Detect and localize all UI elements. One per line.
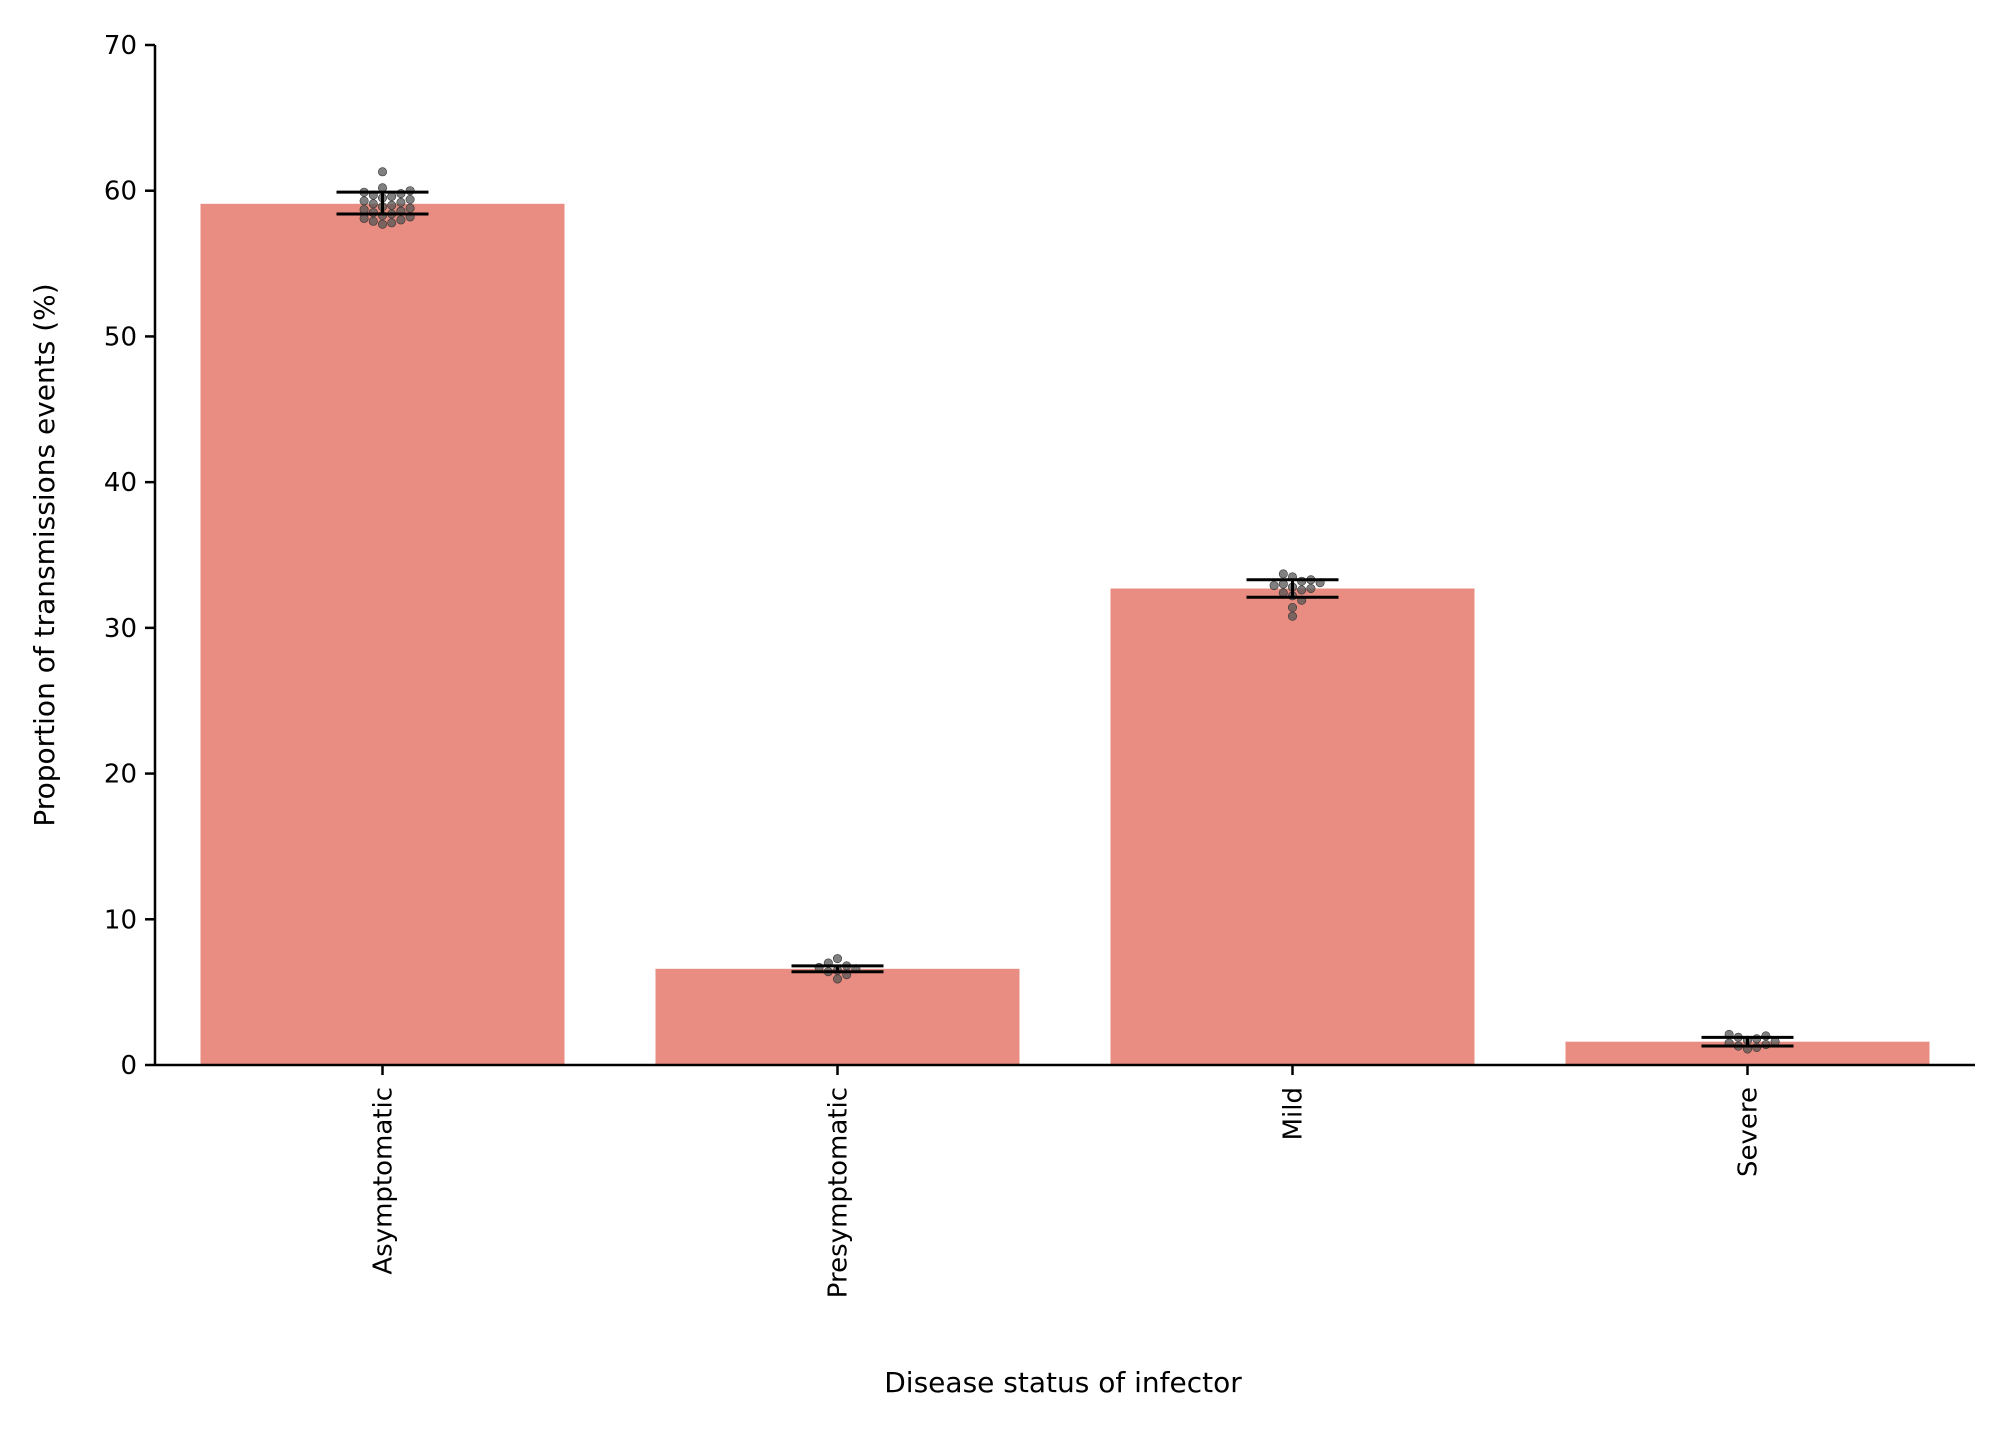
y-tick-label: 30 xyxy=(104,614,137,644)
swarm-point xyxy=(396,197,406,207)
y-tick-label: 20 xyxy=(104,760,137,790)
bar-presymptomatic xyxy=(655,968,1020,1065)
y-tick-label: 50 xyxy=(104,322,137,352)
swarm-point xyxy=(1288,602,1298,612)
swarm-point xyxy=(1297,585,1307,595)
swarm-point xyxy=(405,203,415,213)
y-tick-label: 70 xyxy=(104,31,137,61)
y-tick-label: 0 xyxy=(120,1051,137,1081)
swarm-point xyxy=(377,219,387,229)
swarm-point xyxy=(832,974,842,984)
swarm-point xyxy=(1278,569,1288,579)
swarm-point xyxy=(368,216,378,226)
x-tick-label-severe: Severe xyxy=(1734,1087,1764,1177)
swarm-point xyxy=(387,218,397,228)
x-axis-label: Disease status of infector xyxy=(884,1366,1242,1399)
y-tick-label: 10 xyxy=(104,905,137,935)
swarm-point xyxy=(1306,583,1316,593)
error-bars-layer xyxy=(336,190,1794,1048)
swarm-point xyxy=(1288,611,1298,621)
bars-layer xyxy=(200,203,1930,1066)
swarm-point xyxy=(832,954,842,964)
swarm-point xyxy=(1269,581,1279,591)
x-tick-label-presymptomatic: Presymptomatic xyxy=(824,1087,854,1298)
swarm-point xyxy=(377,167,387,177)
bar-mild xyxy=(1110,588,1475,1065)
swarm-point xyxy=(405,195,415,205)
x-tick-label-mild: Mild xyxy=(1279,1087,1309,1140)
swarm-point xyxy=(387,200,397,210)
swarm-point xyxy=(396,215,406,225)
axes-layer: 0 10 20 30 40 50 60 70 Asymptomatic Presymptomati… xyxy=(104,31,1975,1298)
bar-asymptomatic xyxy=(200,203,565,1066)
y-tick-label: 60 xyxy=(104,177,137,207)
swarm-point xyxy=(368,199,378,209)
y-axis-label: Proportion of transmissions events (%) xyxy=(28,283,61,826)
y-tick-label: 40 xyxy=(104,468,137,498)
x-tick-label-asymptomatic: Asymptomatic xyxy=(369,1087,399,1275)
swarm-points-layer xyxy=(359,167,1780,1054)
swarm-point xyxy=(359,196,369,206)
